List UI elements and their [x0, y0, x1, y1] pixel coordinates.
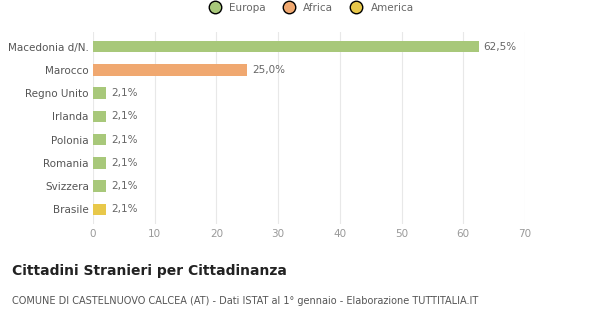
Bar: [93, 204, 106, 215]
Bar: [93, 157, 106, 169]
Bar: [93, 87, 106, 99]
Bar: [93, 41, 479, 52]
Bar: [93, 180, 106, 192]
Bar: [93, 64, 247, 76]
Text: 25,0%: 25,0%: [252, 65, 285, 75]
Legend: Europa, Africa, America: Europa, Africa, America: [200, 0, 418, 17]
Text: 2,1%: 2,1%: [111, 204, 137, 214]
Text: 2,1%: 2,1%: [111, 88, 137, 98]
Bar: [93, 134, 106, 146]
Text: 62,5%: 62,5%: [484, 42, 517, 52]
Text: 2,1%: 2,1%: [111, 111, 137, 121]
Text: 2,1%: 2,1%: [111, 158, 137, 168]
Bar: [93, 110, 106, 122]
Text: COMUNE DI CASTELNUOVO CALCEA (AT) - Dati ISTAT al 1° gennaio - Elaborazione TUTT: COMUNE DI CASTELNUOVO CALCEA (AT) - Dati…: [12, 296, 478, 306]
Text: 2,1%: 2,1%: [111, 135, 137, 145]
Text: Cittadini Stranieri per Cittadinanza: Cittadini Stranieri per Cittadinanza: [12, 264, 287, 278]
Text: 2,1%: 2,1%: [111, 181, 137, 191]
